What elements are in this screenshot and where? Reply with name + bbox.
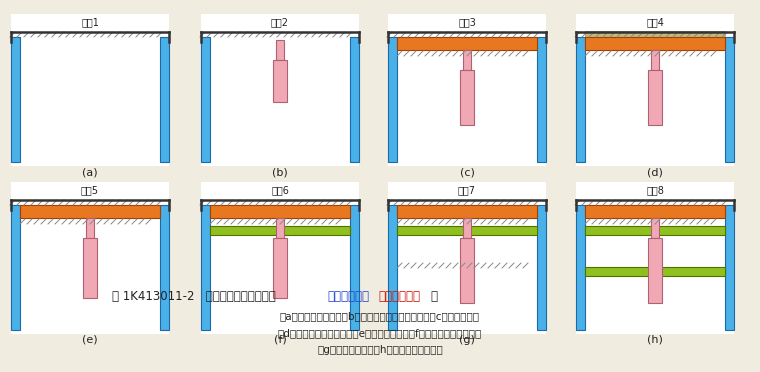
Text: 步骤4: 步骤4 xyxy=(646,17,664,27)
Bar xyxy=(463,218,471,238)
Bar xyxy=(725,37,734,162)
Text: (a): (a) xyxy=(82,167,98,177)
Text: （d）回填土、恢复路面；（e）开挖中层土；（f）构筑上层主体结构；: （d）回填土、恢复路面；（e）开挖中层土；（f）构筑上层主体结构； xyxy=(278,328,482,338)
Text: (e): (e) xyxy=(82,335,98,345)
Bar xyxy=(276,40,284,60)
Bar xyxy=(537,37,546,162)
Bar xyxy=(388,182,546,334)
Bar xyxy=(388,14,546,166)
Text: (d): (d) xyxy=(647,167,663,177)
Bar xyxy=(350,37,359,162)
Bar xyxy=(388,205,397,330)
Bar xyxy=(83,238,97,298)
Bar xyxy=(201,205,210,330)
Bar xyxy=(725,205,734,330)
Bar xyxy=(460,70,474,125)
Bar xyxy=(585,267,725,276)
Bar xyxy=(388,37,397,162)
Bar xyxy=(273,238,287,298)
Text: (f): (f) xyxy=(274,335,287,345)
Bar xyxy=(201,182,359,334)
Text: 步骤3: 步骤3 xyxy=(458,17,476,27)
Text: (h): (h) xyxy=(647,335,663,345)
Text: 步骤1: 步骤1 xyxy=(81,17,99,27)
Bar xyxy=(576,182,734,334)
Bar xyxy=(201,14,359,166)
Bar xyxy=(397,37,537,50)
Bar xyxy=(20,205,160,218)
Bar xyxy=(11,37,20,162)
Text: 步骤7: 步骤7 xyxy=(458,185,476,195)
Bar xyxy=(397,205,537,218)
Bar xyxy=(648,238,662,303)
Text: 由上至下施工: 由上至下施工 xyxy=(378,289,420,302)
Bar xyxy=(651,218,659,238)
Text: (b): (b) xyxy=(272,167,288,177)
Text: ）: ） xyxy=(430,289,437,302)
Bar xyxy=(86,218,94,238)
Text: （a）构筑围护结构；（b）构筑主体结构中间立柱；（c）构筑顶板；: （a）构筑围护结构；（b）构筑主体结构中间立柱；（c）构筑顶板； xyxy=(280,311,480,321)
Text: 步骤6: 步骤6 xyxy=(271,185,289,195)
Bar xyxy=(576,205,585,330)
Bar xyxy=(201,37,210,162)
Bar xyxy=(585,205,725,218)
Bar xyxy=(585,37,725,50)
Bar xyxy=(11,182,169,334)
Bar xyxy=(350,205,359,330)
Text: 步骤8: 步骤8 xyxy=(646,185,664,195)
Text: 图 1K413011-2   盖挖逆作法施工流程（: 图 1K413011-2 盖挖逆作法施工流程（ xyxy=(112,289,276,302)
Bar xyxy=(210,205,350,218)
Bar xyxy=(276,218,284,238)
Bar xyxy=(585,226,725,235)
Bar xyxy=(11,14,169,166)
Text: 步骤5: 步骤5 xyxy=(81,185,99,195)
Text: 步骤2: 步骤2 xyxy=(271,17,289,27)
Bar xyxy=(537,205,546,330)
Bar xyxy=(648,70,662,125)
Bar xyxy=(397,226,537,235)
Bar xyxy=(576,37,585,162)
Text: （g）开挖下层土；（h）构筑下层主体结构: （g）开挖下层土；（h）构筑下层主体结构 xyxy=(317,345,443,355)
Text: (c): (c) xyxy=(460,167,474,177)
Bar xyxy=(11,205,20,330)
Bar xyxy=(463,50,471,70)
Bar xyxy=(160,37,169,162)
Bar xyxy=(460,238,474,303)
Text: (g): (g) xyxy=(459,335,475,345)
Text: 土方、结构均: 土方、结构均 xyxy=(327,289,369,302)
Bar xyxy=(210,226,350,235)
Bar xyxy=(651,50,659,70)
Bar xyxy=(273,60,287,102)
Bar xyxy=(160,205,169,330)
Bar xyxy=(576,14,734,166)
Bar xyxy=(585,31,725,39)
